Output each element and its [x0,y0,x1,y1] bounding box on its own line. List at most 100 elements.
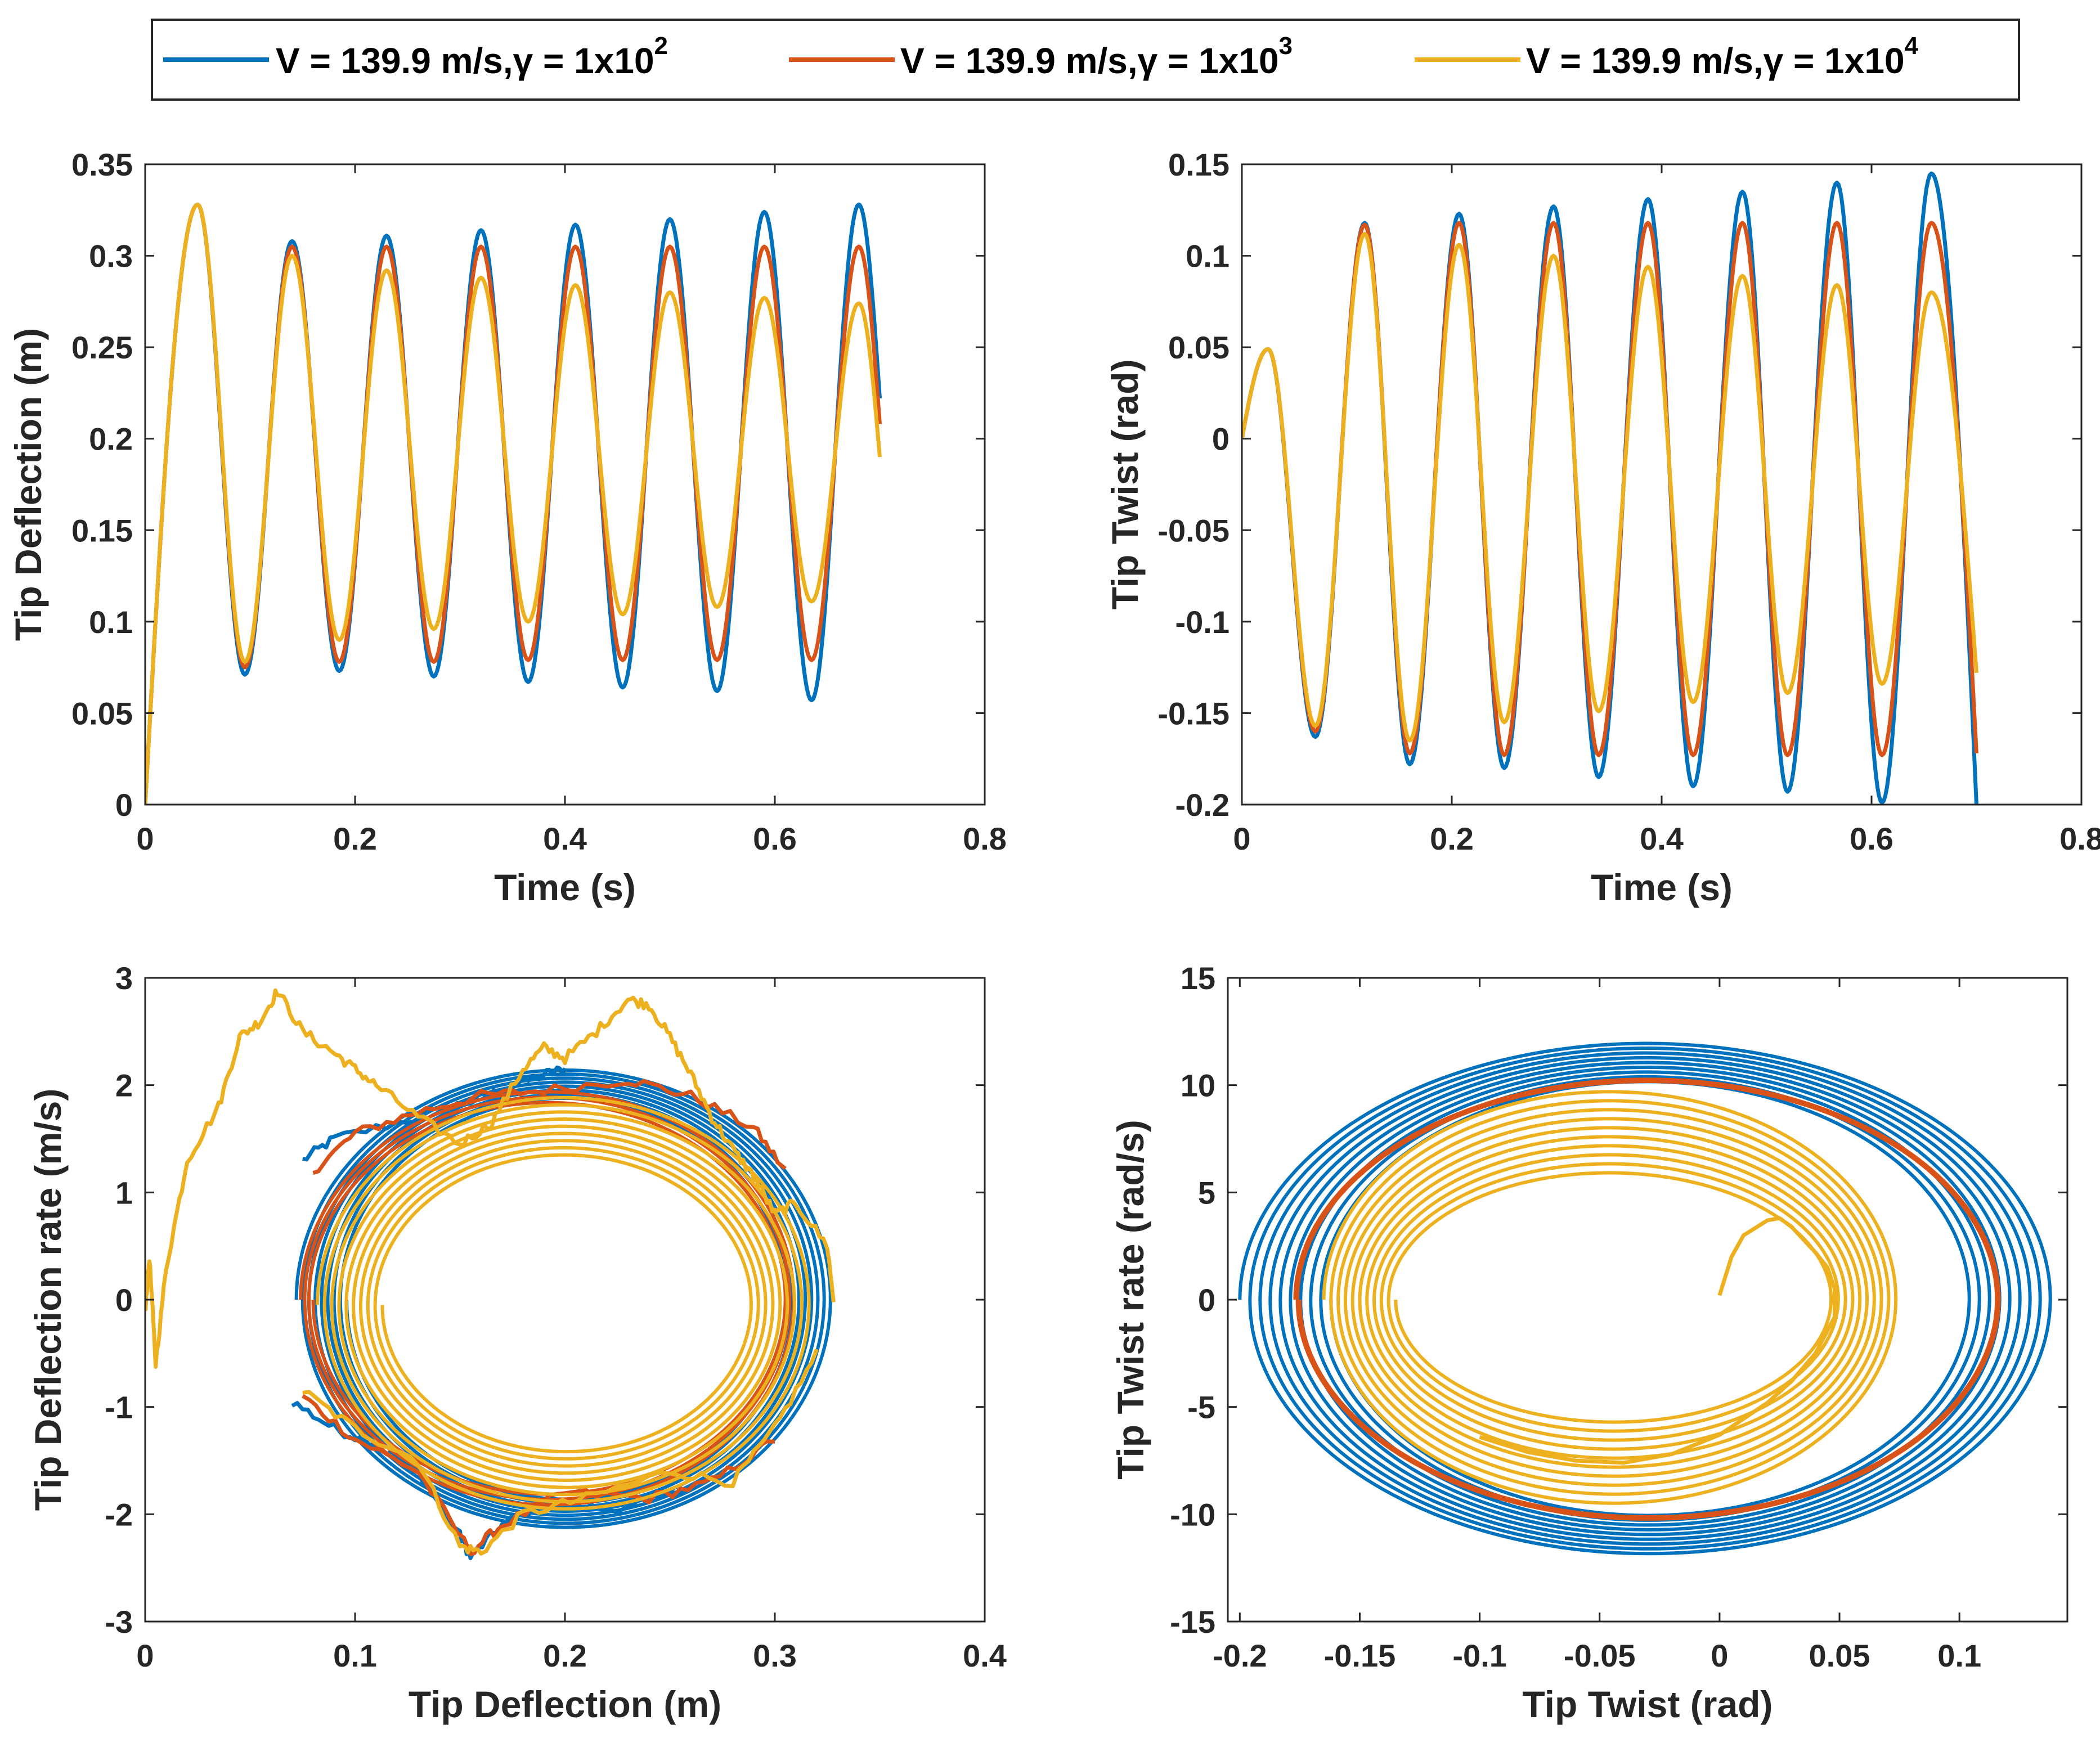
series-group [1238,1041,2052,1556]
x-tick-label: 0 [1233,821,1250,856]
panel-twist-phase: -0.2 -0.15 -0.1 -0.05 0 0.05 0.1 -15 -10 -5 0 5 10 15… [1110,960,2068,1725]
legend-label: V = 139.9 m/s,γ = 1x103 [900,32,1293,81]
legend-entry: V = 139.9 m/s,γ = 1x103 [789,32,1293,81]
ticks-deflection-time: 0 0.2 0.4 0.6 0.8 0 0.05 0.1 0.15 0.2 0.25 0.3 0.35 [71,147,1007,856]
y-tick-label: 0.1 [1186,239,1230,274]
axes-box-deflection-time [144,163,986,806]
series-line [145,203,882,805]
plot-area-deflection-phase [145,988,836,1560]
y-tick-label: 5 [1198,1175,1215,1210]
x-axis-title-twist-time: Time (s) [1591,866,1733,908]
y-tick-label: -10 [1170,1497,1215,1532]
y-tick-label: 0.3 [89,239,133,274]
series-trace [302,1394,775,1556]
x-tick-label: 0.4 [543,821,587,856]
x-tick-label: -0.1 [1452,1638,1507,1673]
y-axis-title-deflection-time: Tip Deflection (m) [7,328,49,641]
series-spiral [1293,1077,2001,1521]
series-trace [302,1348,819,1556]
panel-twist-time: 0 0.2 0.4 0.6 0.8 -0.2 -0.15 -0.1 -0.05 0 0.05 0.1 0… [1104,147,2100,908]
y-axis-title-deflection-phase: Tip Deflection rate (m/s) [27,1089,69,1511]
series-spiral [1322,1090,1898,1505]
legend-label: V = 139.9 m/s,γ = 1x104 [1526,32,1919,81]
legend: V = 139.9 m/s,γ = 1x102 V = 139.9 m/s,γ … [151,19,2020,101]
x-tick-label: -0.15 [1324,1638,1396,1673]
y-tick-label: -0.05 [1157,513,1230,548]
y-axis-title-twist-phase: Tip Twist rate (rad/s) [1110,1120,1151,1479]
x-tick-label: 0.8 [963,821,1007,856]
plot-area-deflection-time [145,203,882,805]
x-tick-label: 0.1 [333,1638,377,1673]
y-tick-label: -0.2 [1175,787,1230,823]
series-group [145,203,882,805]
series-trace [1479,1216,1837,1465]
series-group [145,988,836,1560]
y-tick-label: 15 [1181,960,1215,996]
x-tick-label: 0.4 [963,1638,1007,1673]
x-tick-label: 0.8 [2059,821,2100,856]
series-trace [145,988,836,1369]
legend-label: V = 139.9 m/s,γ = 1x102 [276,32,668,81]
axes-box-deflection-phase [144,977,986,1623]
y-tick-label: -0.15 [1157,695,1230,731]
x-tick-label: 0 [1711,1638,1728,1673]
y-tick-label: 0 [1198,1282,1215,1318]
y-tick-label: 0 [115,1282,133,1318]
axes-box-twist-time [1241,163,2083,806]
y-tick-label: 0.15 [71,513,133,548]
plot-area-twist-time [1242,171,1978,805]
axes-box-twist-phase [1227,977,2068,1623]
y-tick-label: 0 [1212,421,1230,457]
series-line [1242,232,1978,743]
x-tick-label: 0.2 [543,1638,587,1673]
legend-entry: V = 139.9 m/s,γ = 1x102 [163,32,668,81]
plot-area-twist-phase [1238,1041,2052,1556]
x-tick-label: 0.1 [1937,1638,1981,1673]
ticks-twist-phase: -0.2 -0.15 -0.1 -0.05 0 0.05 0.1 -15 -10 -5 0 5 10 15 [1170,960,2067,1673]
x-tick-label: 0 [136,821,154,856]
legend-entry: V = 139.9 m/s,γ = 1x104 [1415,32,1919,81]
x-axis-title-deflection-time: Time (s) [494,866,636,908]
y-tick-label: -1 [105,1390,133,1425]
panel-deflection-time: 0 0.2 0.4 0.6 0.800.050.10.150.20.250.30.35 … [7,147,1007,908]
x-tick-label: -0.05 [1564,1638,1636,1673]
y-axis-title-twist-time: Tip Twist (rad) [1104,360,1146,610]
legend-box [151,19,2020,101]
x-tick-label: -0.2 [1213,1638,1267,1673]
x-tick-label: 0.2 [1430,821,1474,856]
y-tick-label: 2 [115,1068,133,1103]
x-tick-label: 0.6 [753,821,797,856]
y-tick-label: 0.05 [1168,330,1230,365]
ticks-twist-time: 0 0.2 0.4 0.6 0.8 -0.2 -0.15 -0.1 -0.05 0 0.05 0.1 0… [1157,147,2100,856]
x-tick-label: 0.4 [1640,821,1684,856]
ticks-deflection-phase: 0 0.1 0.2 0.3 0.4 -3 -2 -1 0 1 2 3 [105,960,1007,1673]
x-axis-title-twist-phase: Tip Twist (rad) [1523,1683,1773,1725]
series-group [1242,171,1978,805]
y-tick-label: -0.1 [1175,604,1230,640]
y-tick-label: 0 [115,787,133,823]
series-spiral [315,1095,811,1511]
x-tick-label: 0.6 [1850,821,1893,856]
x-tick-label: 0 [136,1638,154,1673]
y-tick-label: 1 [115,1175,133,1210]
x-axis-title-deflection-phase: Tip Deflection (m) [409,1683,721,1725]
y-tick-label: 0.25 [71,330,133,365]
y-tick-label: 0.1 [89,604,133,640]
y-tick-label: 0.2 [89,421,133,457]
y-tick-label: -2 [105,1497,133,1532]
y-tick-label: -15 [1170,1604,1215,1640]
y-tick-label: 0.15 [1168,147,1230,182]
panel-deflection-phase: 0 0.1 0.2 0.3 0.4 -3 -2 -1 0 1 2 3 Tip Deflection (… [27,960,1007,1725]
y-tick-label: -3 [105,1604,133,1640]
y-tick-label: 0.35 [71,147,133,182]
y-tick-label: -5 [1187,1390,1215,1425]
y-tick-label: 0.05 [71,695,133,731]
x-tick-label: 0.2 [333,821,377,856]
x-tick-label: 0.05 [1809,1638,1870,1673]
series-trace [312,1079,787,1175]
x-tick-label: 0.3 [753,1638,797,1673]
y-tick-label: 3 [115,960,133,996]
y-tick-label: 10 [1181,1068,1215,1103]
